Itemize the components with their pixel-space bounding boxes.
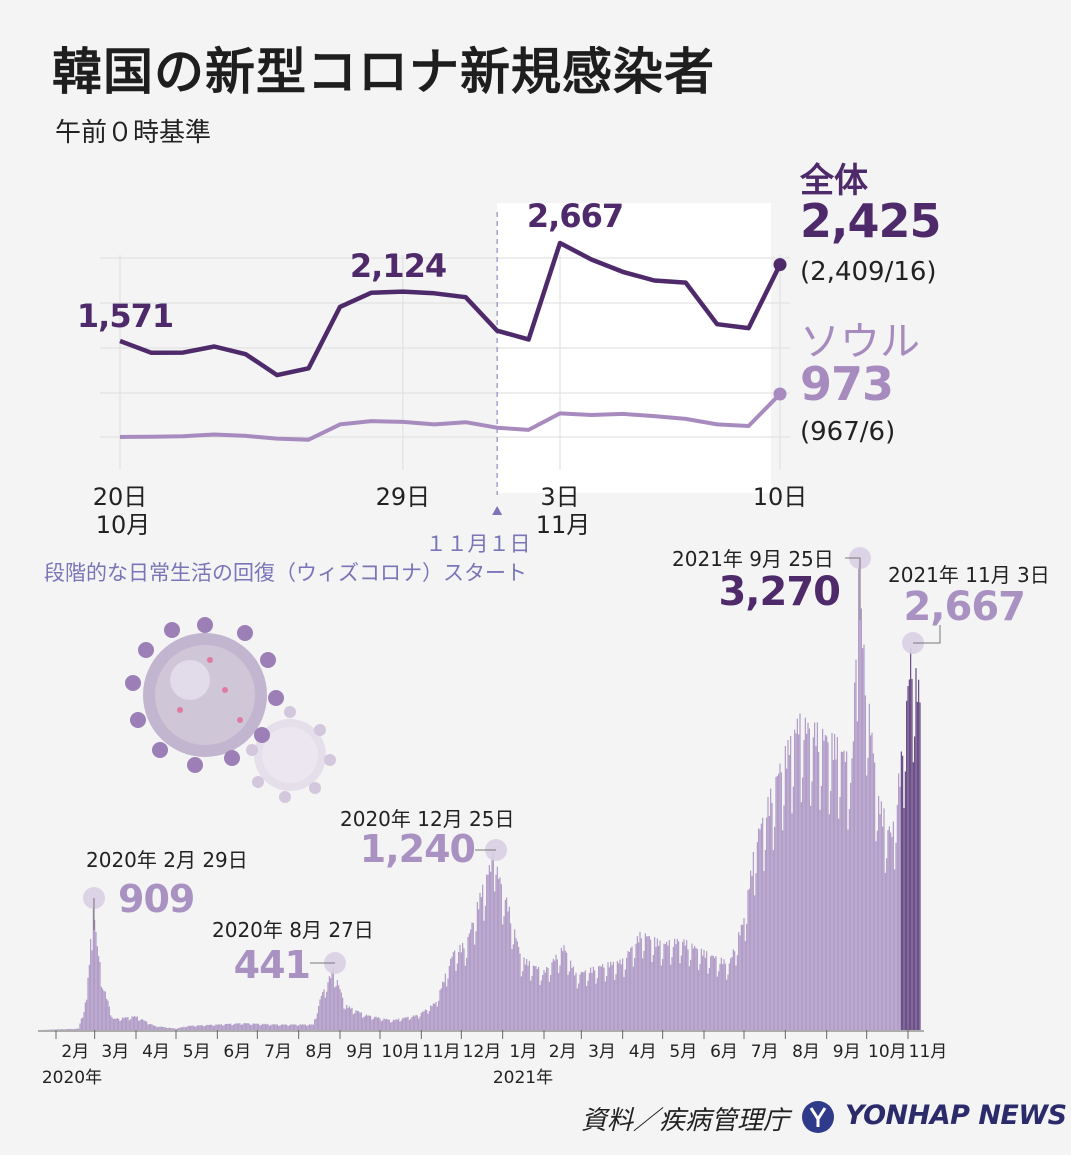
event-description: 段階的な日常生活の回復（ウィズコロナ）スタート [44,561,527,585]
month-tick-label: 8月 [792,1042,820,1062]
peak-leader-line [845,557,861,620]
year-label: 2021年 [493,1068,553,1088]
month-tick-label: 5月 [183,1042,211,1062]
month-tick-label: 3月 [101,1042,129,1062]
series-breakdown-total: (2,409/16) [800,257,937,287]
peak-date-label: 2021年 9月 25日 [672,547,834,571]
peak-value-label: 441 [234,943,310,987]
series-end-point-total [773,258,787,272]
month-tick-label: 1月 [509,1042,537,1062]
x-tick-day: 3日 [540,483,579,511]
month-tick-label: 5月 [669,1042,697,1062]
page-title: 韓国の新型コロナ新規感染者 [52,43,715,101]
month-tick-label: 7月 [751,1042,779,1062]
peak-date-label: 2020年 2月 29日 [86,848,248,872]
peak-value-label: 1,240 [360,827,475,871]
month-tick-label: 8月 [305,1042,333,1062]
month-tick-label: 2月 [61,1042,89,1062]
x-tick-day: 20日 [93,483,148,511]
series-line-total [119,240,783,378]
month-tick-label: 9月 [833,1042,861,1062]
peak-leader-line [913,625,941,644]
event-date: １１月１日 [426,532,531,556]
virus-icon [125,617,336,803]
series-name-seoul: ソウル [800,319,920,365]
x-tick-day: 10日 [753,483,808,511]
peak-value-label: 909 [118,877,194,921]
month-tick-label: 9月 [346,1042,374,1062]
month-tick-label: 6月 [710,1042,738,1062]
series-value-total: 2,425 [800,194,941,248]
month-tick-label: 11月 [909,1042,948,1062]
month-tick-label: 4月 [629,1042,657,1062]
month-tick-label: 11月 [422,1042,461,1062]
peak-date-label: 2020年 8月 27日 [212,918,374,942]
month-tick-label: 6月 [223,1042,251,1062]
month-tick-label: 12月 [463,1042,502,1062]
peak-value-label: 3,270 [718,569,840,615]
brand-name: YONHAP NEWS [845,1100,1067,1131]
peak-value-label: 2,667 [903,584,1025,630]
source-label: 資料／疾病管理庁 [580,1106,789,1136]
point-label: 2,667 [527,197,623,235]
event-marker-icon [492,506,503,515]
point-label: 1,571 [77,297,173,335]
month-tick-label: 4月 [142,1042,170,1062]
month-tick-label: 10月 [381,1042,420,1062]
year-label: 2020年 [42,1068,102,1088]
month-tick-label: 7月 [264,1042,292,1062]
month-tick-label: 2月 [549,1042,577,1062]
point-label: 2,124 [350,247,446,285]
series-breakdown-seoul: (967/6) [800,417,895,447]
series-name-total: 全体 [799,161,868,201]
peak-date-label: 2021年 11月 3日 [888,563,1050,587]
x-tick-day: 29日 [376,483,431,511]
month-tick-label: 10月 [868,1042,907,1062]
page-subtitle: 午前０時基準 [55,118,212,148]
peak-date-label: 2020年 12月 25日 [340,807,515,831]
x-tick-month: 10月 [96,511,151,539]
x-tick-month: 11月 [536,511,591,539]
month-tick-label: 3月 [588,1042,616,1062]
series-line-seoul [119,392,782,442]
series-end-point-seoul [773,387,787,401]
series-value-seoul: 973 [800,357,893,411]
